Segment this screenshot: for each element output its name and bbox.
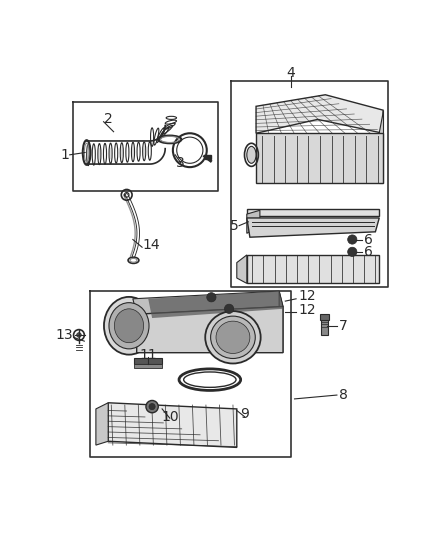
Text: 8: 8: [339, 388, 348, 402]
Ellipse shape: [121, 147, 123, 159]
Bar: [134, 364, 162, 368]
Text: 11: 11: [139, 348, 157, 362]
Ellipse shape: [216, 321, 250, 353]
Polygon shape: [247, 218, 379, 237]
Ellipse shape: [211, 316, 255, 359]
Circle shape: [348, 235, 357, 244]
Text: 4: 4: [286, 66, 295, 80]
Bar: [321, 318, 328, 335]
Bar: [205, 155, 212, 159]
Text: 7: 7: [339, 319, 348, 333]
Text: 14: 14: [142, 238, 160, 252]
Circle shape: [348, 247, 357, 256]
Polygon shape: [96, 403, 108, 445]
Polygon shape: [256, 95, 383, 133]
Ellipse shape: [247, 147, 256, 163]
Polygon shape: [133, 291, 283, 314]
Text: 2: 2: [103, 112, 112, 126]
Polygon shape: [247, 209, 379, 216]
Polygon shape: [247, 255, 379, 284]
Ellipse shape: [109, 303, 149, 349]
Text: 9: 9: [240, 407, 249, 421]
Ellipse shape: [132, 146, 134, 158]
Text: 5: 5: [230, 219, 239, 233]
Ellipse shape: [205, 311, 261, 364]
Polygon shape: [108, 403, 237, 447]
Ellipse shape: [99, 148, 100, 160]
Text: 6: 6: [364, 245, 373, 259]
Text: 12: 12: [298, 303, 316, 317]
Circle shape: [146, 400, 158, 413]
Polygon shape: [237, 255, 247, 284]
Circle shape: [207, 293, 216, 302]
Ellipse shape: [114, 309, 144, 343]
Circle shape: [224, 304, 234, 313]
Text: 6: 6: [364, 232, 373, 247]
Ellipse shape: [104, 297, 154, 354]
Ellipse shape: [87, 148, 89, 161]
Ellipse shape: [110, 147, 112, 159]
Polygon shape: [137, 306, 283, 353]
Polygon shape: [247, 210, 260, 233]
Text: 13: 13: [55, 328, 73, 342]
Text: 10: 10: [161, 410, 179, 424]
Bar: [134, 358, 162, 364]
Text: 3: 3: [176, 156, 185, 169]
Polygon shape: [148, 291, 283, 318]
Polygon shape: [279, 291, 283, 353]
Text: 12: 12: [298, 289, 316, 303]
Ellipse shape: [143, 146, 145, 157]
Polygon shape: [379, 110, 383, 183]
Polygon shape: [256, 133, 383, 183]
Circle shape: [149, 403, 155, 410]
Text: 1: 1: [61, 148, 70, 162]
Circle shape: [77, 333, 81, 337]
Bar: [320, 314, 329, 320]
